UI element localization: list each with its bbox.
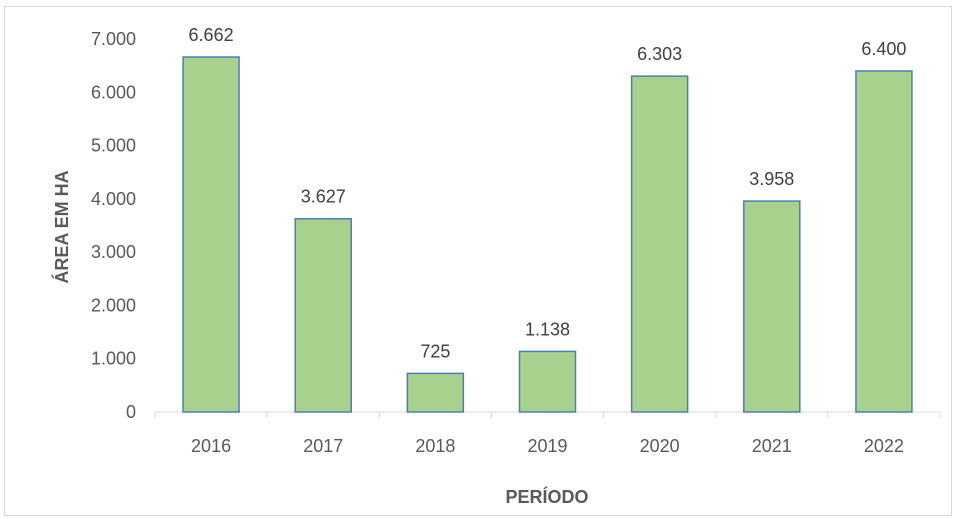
bar-2022 <box>855 70 913 413</box>
bar-2017 <box>294 217 352 413</box>
y-tick-label: 2.000 <box>91 295 136 315</box>
x-axis-title: PERÍODO <box>505 486 588 507</box>
x-tick-label-2020: 2020 <box>640 436 680 456</box>
y-tick-label: 1.000 <box>91 349 136 369</box>
y-tick-label: 7.000 <box>91 29 136 49</box>
y-tick-label: 5.000 <box>91 136 136 156</box>
bar-2019 <box>518 350 577 413</box>
data-label-2022: 6.400 <box>861 39 906 59</box>
data-label-2016: 6.662 <box>189 25 234 45</box>
bar-2020 <box>630 75 689 413</box>
x-tick-label-2016: 2016 <box>191 436 231 456</box>
x-tick-label-2021: 2021 <box>752 436 792 456</box>
y-tick-label: 3.000 <box>91 242 136 262</box>
y-tick-label: 0 <box>126 402 136 422</box>
x-tick-label-2019: 2019 <box>527 436 567 456</box>
x-tick-label-2017: 2017 <box>303 436 343 456</box>
bar-2016 <box>182 56 240 413</box>
data-label-2020: 6.303 <box>637 44 682 64</box>
y-tick-label: 6.000 <box>91 82 136 102</box>
bar-2021 <box>743 200 801 413</box>
y-axis-title: ÁREA EM HA <box>51 170 72 283</box>
bars <box>182 56 913 413</box>
y-tick-label: 4.000 <box>91 189 136 209</box>
y-tick-labels: 0 1.000 2.000 3.000 4.000 5.000 6.000 7.000 <box>91 29 136 422</box>
data-label-2017: 3.627 <box>301 187 346 207</box>
x-tick-label-2022: 2022 <box>864 436 904 456</box>
data-label-2021: 3.958 <box>749 169 794 189</box>
x-tick-label-2018: 2018 <box>415 436 455 456</box>
data-label-2019: 1.138 <box>525 319 570 339</box>
x-tick-labels: 2016 2017 2018 2019 2020 2021 2022 <box>191 436 904 456</box>
bar-2018 <box>406 372 465 413</box>
data-labels: 6.662 3.627 725 1.138 6.303 3.958 6.400 <box>189 25 907 361</box>
axes <box>154 411 941 418</box>
data-label-2018: 725 <box>420 341 450 361</box>
